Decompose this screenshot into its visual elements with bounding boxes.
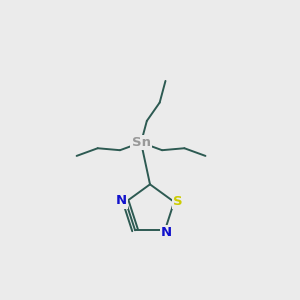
Text: Sn: Sn (131, 136, 151, 149)
Text: N: N (161, 226, 172, 239)
Text: N: N (116, 194, 127, 208)
Text: S: S (173, 195, 183, 208)
